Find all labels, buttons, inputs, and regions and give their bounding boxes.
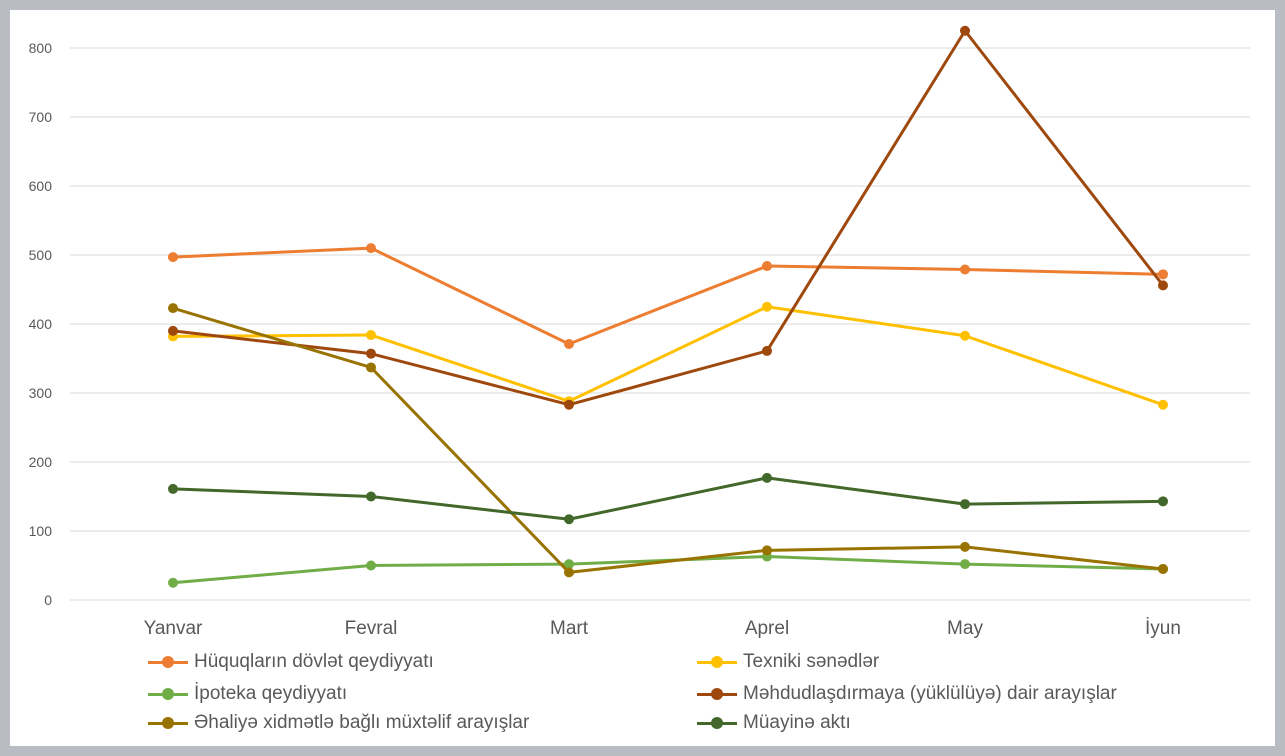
data-point	[960, 541, 970, 552]
data-point	[564, 339, 574, 350]
chart-panel: 0 100 200 300 400 500 600 700 800 Yanvar Fevral Mar…	[10, 10, 1275, 746]
series-line-0	[172, 246, 1164, 346]
data-point	[1158, 269, 1168, 280]
data-point	[366, 243, 376, 254]
legend-item: Texniki sənədlər	[695, 650, 879, 674]
data-point	[168, 252, 178, 263]
legend-item: Məhdudlaşdırmaya (yüklülüyə) dair arayış…	[695, 682, 1117, 706]
data-point	[762, 301, 772, 312]
data-point	[366, 491, 376, 502]
x-tick-label: İyun	[1145, 618, 1181, 639]
legend-swatch	[146, 650, 190, 674]
x-tick-label: Mart	[550, 618, 589, 639]
line-chart: 0 100 200 300 400 500 600 700 800 Yanvar Fevral Mar…	[29, 25, 1250, 639]
series-line-4	[172, 306, 1164, 574]
data-point	[1158, 399, 1168, 410]
data-point	[168, 325, 178, 336]
series-line-1	[172, 305, 1164, 407]
data-point	[1158, 563, 1168, 574]
data-point	[762, 545, 772, 556]
data-point	[960, 25, 970, 36]
data-point	[564, 559, 574, 570]
data-point	[762, 345, 772, 356]
legend-item: Əhaliyə xidmətlə bağlı müxtəlif arayışla…	[146, 711, 529, 735]
legend-label: İpoteka qeydiyyatı	[194, 683, 348, 704]
y-tick-label: 100	[29, 523, 53, 539]
y-tick-label: 300	[29, 385, 53, 401]
y-tick-label: 700	[29, 109, 53, 125]
data-point	[762, 261, 772, 272]
data-point	[564, 514, 574, 525]
y-tick-label: 200	[29, 454, 53, 470]
legend-swatch	[695, 682, 739, 706]
y-tick-label: 0	[44, 592, 52, 608]
data-point	[168, 483, 178, 494]
legend-label: Müayinə aktı	[743, 712, 851, 733]
legend-label: Hüquqların dövlət qeydiyyatı	[194, 651, 434, 672]
data-point	[1158, 496, 1168, 507]
data-point	[366, 330, 376, 341]
data-point	[564, 567, 574, 578]
x-tick-label: May	[947, 618, 983, 639]
legend-label: Əhaliyə xidmətlə bağlı müxtəlif arayışla…	[194, 712, 530, 733]
y-tick-label: 600	[29, 178, 53, 194]
data-point	[366, 362, 376, 373]
data-point	[960, 264, 970, 275]
legend-item: İpoteka qeydiyyatı	[146, 682, 347, 706]
legend-label: Texniki sənədlər	[743, 651, 880, 672]
x-tick-label: Aprel	[745, 618, 789, 639]
series-line-5	[172, 476, 1164, 521]
data-point	[366, 560, 376, 571]
series-line-3	[172, 29, 1165, 407]
data-point	[168, 303, 178, 314]
data-point	[960, 330, 970, 341]
y-tick-label: 400	[29, 316, 53, 332]
data-point	[960, 559, 970, 570]
legend-label: Məhdudlaşdırmaya (yüklülüyə) dair arayış…	[743, 683, 1117, 704]
legend-item: Hüquqların dövlət qeydiyyatı	[146, 650, 434, 674]
legend-swatch	[695, 711, 739, 735]
legend-swatch	[146, 711, 190, 735]
y-tick-label: 500	[29, 247, 53, 263]
x-tick-label: Fevral	[345, 618, 398, 639]
y-tick-label: 800	[29, 40, 53, 56]
data-point	[960, 499, 970, 510]
x-tick-label: Yanvar	[144, 618, 203, 639]
data-point	[762, 472, 772, 483]
data-point	[1158, 280, 1168, 291]
data-point	[168, 577, 178, 588]
legend-swatch	[695, 650, 739, 674]
legend-item: Müayinə aktı	[695, 711, 851, 735]
data-point	[366, 348, 376, 359]
data-point	[564, 399, 574, 410]
legend-swatch	[146, 682, 190, 706]
